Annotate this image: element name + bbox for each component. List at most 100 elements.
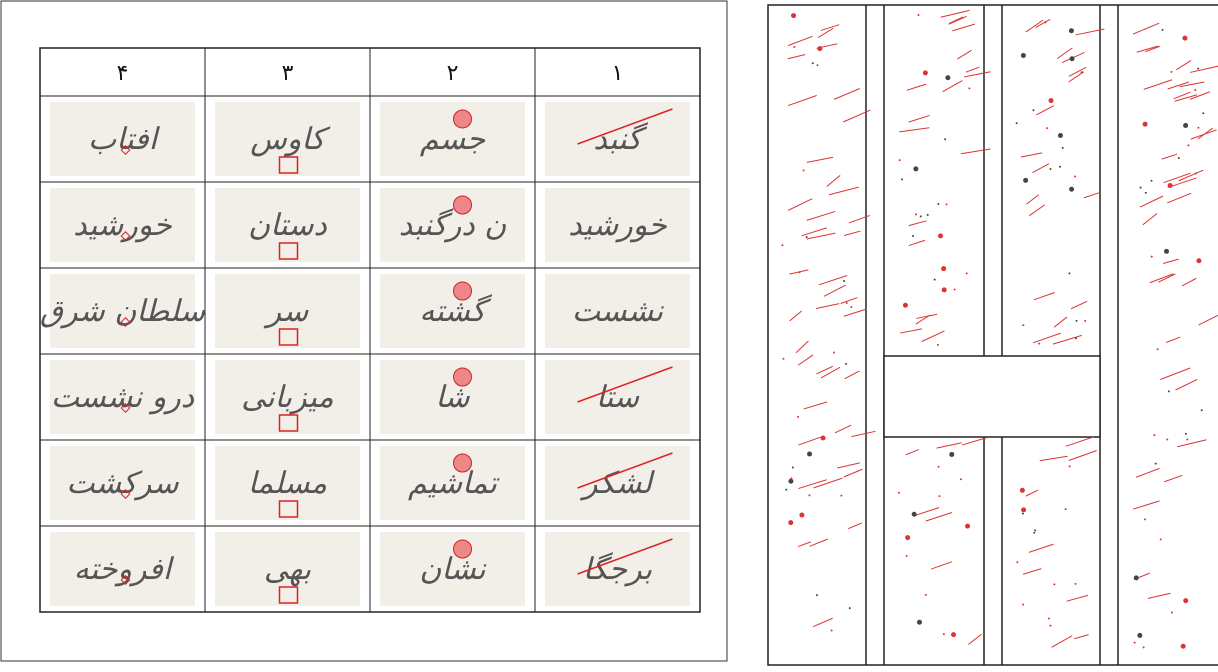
stroke-mark [787, 54, 806, 60]
stroke-mark [837, 462, 860, 469]
cell-bg [380, 532, 525, 606]
marker-square [278, 328, 299, 346]
stroke-mark [1025, 19, 1044, 33]
stroke-mark [1132, 22, 1160, 35]
calligraphy-word: افتاب [88, 122, 161, 157]
stroke-mark [915, 314, 931, 325]
dot-mark [1021, 507, 1027, 513]
dot-mark [917, 619, 923, 625]
dot-mark [1167, 390, 1170, 393]
dot-mark [1194, 89, 1197, 92]
stroke-mark [812, 617, 833, 628]
dot-mark [937, 203, 940, 206]
marker-dot [453, 195, 472, 215]
stroke-mark [908, 114, 930, 123]
stroke-mark [851, 430, 876, 438]
cell-bg [380, 188, 525, 262]
column-header: ۲ [447, 61, 459, 86]
stroke-mark [843, 468, 863, 478]
dot-mark [817, 46, 823, 52]
dot-mark [1015, 122, 1018, 125]
stroke-mark [1139, 195, 1164, 208]
dot-mark [1133, 575, 1139, 581]
stroke-mark [1173, 91, 1191, 100]
dot-mark [937, 465, 940, 468]
dot-mark [911, 511, 917, 517]
stroke-mark [806, 232, 836, 240]
stroke-mark [844, 230, 861, 236]
stroke-mark [1036, 105, 1055, 116]
stroke-mark [936, 442, 962, 449]
stroke-mark [844, 370, 860, 380]
stroke-mark [1178, 169, 1204, 182]
calligraphy-word: دستان [248, 208, 327, 243]
dot-mark [850, 306, 853, 309]
calligraphy-word: ستا [596, 380, 640, 415]
dot-mark [1038, 342, 1041, 345]
right-lines [865, 5, 1119, 665]
stroke-mark [1028, 543, 1054, 553]
stroke-mark [1189, 91, 1211, 100]
stroke-mark [1074, 634, 1089, 640]
calligraphy-word: مسلما [248, 466, 327, 501]
dot-mark [782, 357, 785, 360]
dot-mark [1032, 109, 1035, 112]
calligraphy-word: نشست [572, 294, 665, 329]
dot-mark [1016, 561, 1019, 564]
dot-mark [1142, 121, 1148, 127]
calligraphy-word: سر [263, 294, 310, 329]
dot-mark [811, 62, 814, 65]
dot-mark [1197, 126, 1200, 129]
stroke-mark [1032, 332, 1062, 344]
cell-bg [380, 360, 525, 434]
marker-square [278, 500, 299, 518]
dot-mark [1023, 177, 1029, 183]
stroke-mark [787, 198, 813, 211]
dot-mark [1170, 611, 1173, 614]
dot-mark [799, 512, 805, 518]
dot-mark [1059, 165, 1062, 168]
stroke-mark [960, 148, 991, 155]
dot-mark [965, 272, 968, 275]
dot-mark [816, 64, 819, 67]
dot-mark [1139, 186, 1142, 189]
stroke-mark [915, 507, 940, 516]
marker-dot [453, 281, 472, 301]
stroke-mark [1068, 450, 1097, 461]
dot-mark [788, 520, 794, 526]
dot-mark [1186, 438, 1189, 441]
dot-mark [1180, 643, 1186, 649]
dot-mark [1167, 182, 1173, 188]
stroke-mark [1083, 192, 1100, 199]
dot-mark [937, 233, 943, 239]
dot-mark [1068, 28, 1074, 34]
stroke-mark [1029, 204, 1045, 217]
stroke-mark [1032, 163, 1050, 174]
dot-mark [1033, 531, 1036, 534]
dot-mark [833, 351, 836, 354]
dot-mark [1202, 112, 1205, 115]
cell-bg [50, 532, 195, 606]
dot-mark [913, 166, 919, 172]
dot-mark [788, 478, 794, 484]
cell-bg [215, 532, 360, 606]
dot-mark [1183, 123, 1189, 129]
marker-diamond [120, 575, 131, 585]
stroke-mark [1053, 316, 1068, 328]
cell-bg [545, 188, 690, 262]
stroke-mark [1070, 300, 1088, 310]
dot-mark [1156, 348, 1159, 351]
stroke-mark [1149, 273, 1174, 284]
dot-mark [944, 138, 947, 141]
dot-mark [1161, 28, 1164, 31]
stroke-mark [1177, 439, 1207, 448]
stroke-mark [806, 210, 836, 221]
marker-dot [453, 539, 472, 559]
stroke-mark [787, 95, 817, 107]
dot-mark [898, 159, 901, 162]
dot-mark [840, 494, 843, 497]
dot-mark [797, 415, 800, 418]
stroke-mark [1025, 489, 1039, 497]
dot-mark [1144, 518, 1147, 521]
